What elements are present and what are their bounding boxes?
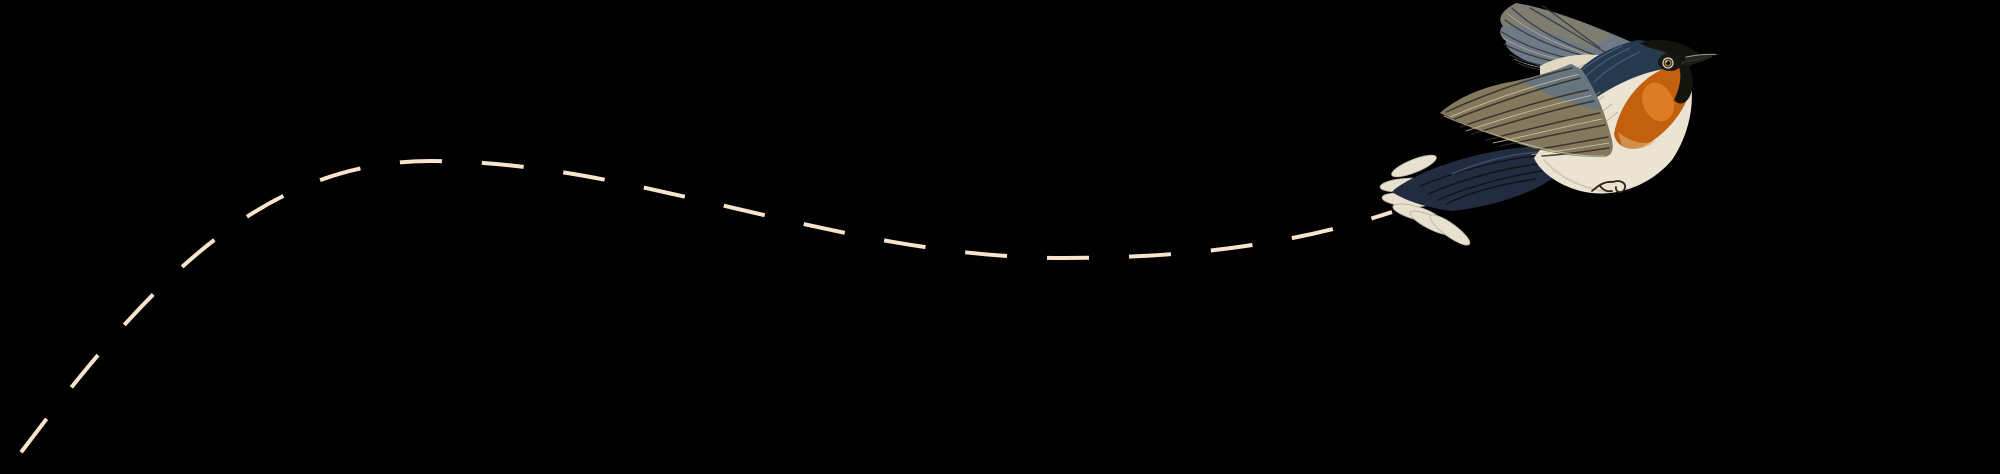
throat [1614,62,1693,149]
flight-path-dashed-line [2,158,1393,474]
throat-fade [1618,132,1656,149]
foot-claw [1591,180,1626,194]
tail [1379,145,1568,246]
eye-ring [1662,57,1674,69]
near-wing [1440,64,1613,158]
beak-lower [1685,56,1714,66]
head-navy [1566,40,1688,104]
bird-illustration [1379,3,1719,246]
tail-sheen [1451,151,1541,175]
tail-dark [1392,145,1568,211]
eye-highlight [1665,60,1668,63]
eye [1662,57,1674,69]
near-wing-lower-edge-cream [1443,115,1605,157]
beak-culmen-highlight [1685,53,1717,58]
belly-contour-shadow [1543,159,1613,193]
throat-highlight [1642,82,1674,122]
near-wing-feather-edges [1449,74,1610,155]
beak-gape-line [1684,56,1713,63]
throat-black-border [1674,62,1693,104]
near-wing-streaks [1445,67,1610,157]
near-wing-covert-blue [1520,64,1602,110]
head-front [1640,40,1719,71]
